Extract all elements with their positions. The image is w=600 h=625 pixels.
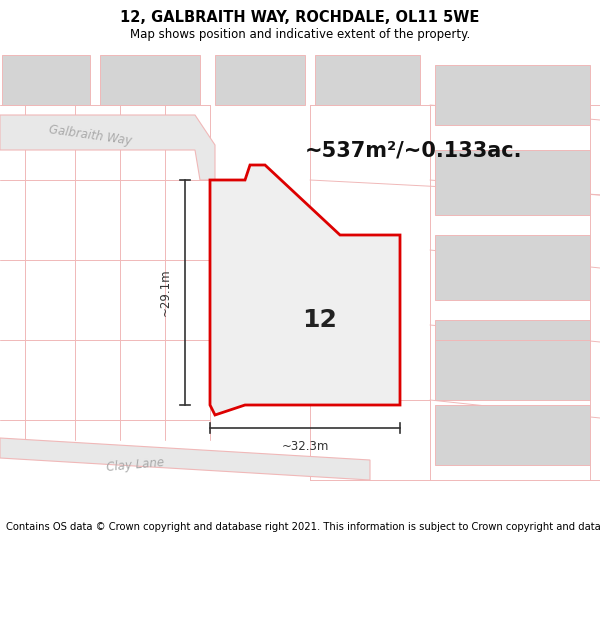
Polygon shape xyxy=(0,438,370,480)
Bar xyxy=(315,55,420,105)
Text: 12, GALBRAITH WAY, ROCHDALE, OL11 5WE: 12, GALBRAITH WAY, ROCHDALE, OL11 5WE xyxy=(121,10,479,25)
Text: Galbraith Way: Galbraith Way xyxy=(47,122,133,148)
Bar xyxy=(435,65,590,125)
Bar xyxy=(435,405,590,465)
Text: Contains OS data © Crown copyright and database right 2021. This information is : Contains OS data © Crown copyright and d… xyxy=(6,522,600,532)
Bar xyxy=(100,55,200,105)
Bar xyxy=(435,235,590,300)
Text: Map shows position and indicative extent of the property.: Map shows position and indicative extent… xyxy=(130,28,470,41)
Bar xyxy=(435,340,590,400)
Text: ~537m²/~0.133ac.: ~537m²/~0.133ac. xyxy=(305,140,523,160)
Bar xyxy=(215,55,305,105)
Text: ~32.3m: ~32.3m xyxy=(281,439,329,452)
Polygon shape xyxy=(0,115,215,180)
Bar xyxy=(2,55,90,105)
Bar xyxy=(435,150,590,215)
Text: Clay Lane: Clay Lane xyxy=(106,456,164,474)
Bar xyxy=(435,320,590,380)
Text: ~29.1m: ~29.1m xyxy=(158,269,172,316)
Text: 12: 12 xyxy=(302,308,337,332)
Polygon shape xyxy=(210,165,400,415)
